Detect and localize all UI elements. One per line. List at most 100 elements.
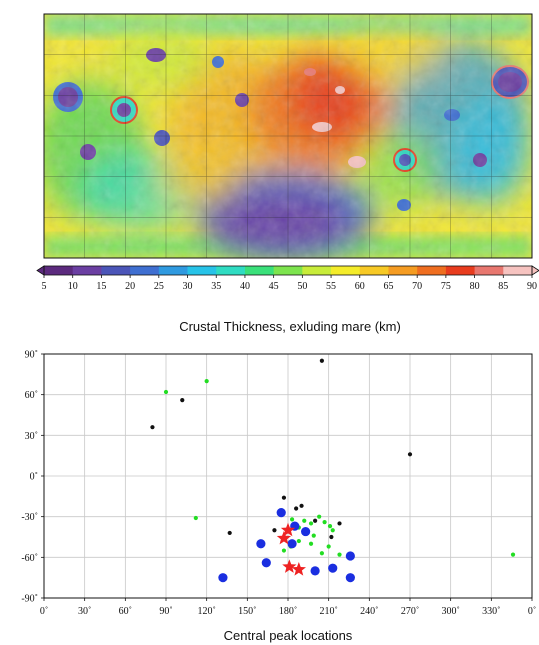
colorbar-ticks: 5 10 15 20 25 30 35 40 45 50 55 60 65 70 75 80 85 90 xyxy=(42,275,537,292)
data-point-large xyxy=(218,573,228,583)
data-point-small xyxy=(289,517,295,522)
x-tick-label: 240˚ xyxy=(360,606,378,617)
data-point-small xyxy=(337,552,342,557)
data-point-star xyxy=(282,559,297,573)
colorbar-tick-label: 50 xyxy=(297,281,307,292)
colorbar-label: Crustal Thickness, exluding mare (km) xyxy=(179,319,401,334)
colorbar-tick-label: 20 xyxy=(125,281,135,292)
colorbar-tick-label: 25 xyxy=(154,281,164,292)
y-tick-label: -30˚ xyxy=(21,512,38,523)
data-point-small xyxy=(330,528,335,533)
data-point-small xyxy=(150,425,155,430)
data-point-small xyxy=(311,533,316,538)
colorbar-frame xyxy=(43,265,533,276)
x-axis-label: Central peak locations xyxy=(224,628,353,643)
colorbar-segment xyxy=(130,266,160,275)
colorbar-tick-label: 5 xyxy=(42,281,47,292)
y-axis-ticks: 90˚ 60˚ 30˚ 0˚ -30˚ -60˚ -90˚ xyxy=(21,350,44,605)
colorbar-tick-label: 90 xyxy=(527,281,537,292)
data-point-small xyxy=(180,397,185,403)
colorbar-tick-label: 60 xyxy=(355,281,365,292)
colorbar-segment xyxy=(474,266,504,275)
y-tick-label: 30˚ xyxy=(25,431,38,442)
x-tick-label: 210˚ xyxy=(319,606,337,617)
data-point-small xyxy=(407,452,413,457)
data-point-large xyxy=(256,539,266,549)
colorbar-segment xyxy=(503,266,533,275)
colorbar-tick-label: 40 xyxy=(240,281,250,292)
data-points xyxy=(150,358,516,583)
colorbar-tick-label: 85 xyxy=(498,281,508,292)
x-tick-label: 90˚ xyxy=(159,606,172,617)
data-point-large xyxy=(328,563,338,573)
x-tick-label: 270˚ xyxy=(401,606,419,617)
y-tick-label: 60˚ xyxy=(25,390,38,401)
x-tick-label: 150˚ xyxy=(238,606,256,617)
data-point-large xyxy=(287,539,297,549)
map-graticule xyxy=(44,14,532,258)
colorbar-segment xyxy=(359,266,389,275)
x-tick-label: 180˚ xyxy=(279,606,297,617)
x-axis-ticks: 0˚ 30˚ 60˚ 90˚ 120˚ 150˚ 180˚ 210˚ 240˚ 270˚ 300˚ 3… xyxy=(40,598,536,617)
data-point-small xyxy=(326,544,331,549)
colorbar-tick-label: 80 xyxy=(470,281,480,292)
y-tick-label: 0˚ xyxy=(30,472,38,483)
data-point-small xyxy=(322,519,327,525)
x-tick-label: 60˚ xyxy=(119,606,132,617)
data-point-small xyxy=(227,530,232,536)
colorbar-segment xyxy=(216,266,246,275)
data-point-large xyxy=(310,566,320,576)
crustal-thickness-map xyxy=(43,13,533,259)
colorbar-segment xyxy=(158,266,188,275)
colorbar: 5 10 15 20 25 30 35 40 45 50 55 60 65 70 75 80 85 90 Crus… xyxy=(36,265,539,334)
colorbar-tick-label: 55 xyxy=(326,281,336,292)
colorbar-segment xyxy=(388,266,418,275)
data-point-small xyxy=(308,541,314,546)
x-tick-label: 0˚ xyxy=(40,606,48,617)
colorbar-high-arrow xyxy=(531,265,539,276)
data-point-star xyxy=(291,562,306,576)
colorbar-segment xyxy=(273,266,303,275)
data-point-small xyxy=(327,524,333,529)
data-point-large xyxy=(345,551,355,561)
data-point-small xyxy=(510,552,516,557)
data-point-star xyxy=(280,522,296,537)
data-point-large xyxy=(261,558,271,568)
x-tick-label: 300˚ xyxy=(441,606,459,617)
x-tick-label: 120˚ xyxy=(197,606,215,617)
colorbar-tick-label: 15 xyxy=(96,281,106,292)
data-point-small xyxy=(272,528,277,533)
colorbar-segment xyxy=(445,266,475,275)
colorbar-low-arrow xyxy=(36,265,45,276)
colorbar-segment xyxy=(72,266,102,275)
colorbar-segment xyxy=(302,266,332,275)
colorbar-segment xyxy=(44,266,74,275)
data-point-small xyxy=(319,551,324,556)
data-point-small xyxy=(308,521,314,526)
data-point-small xyxy=(337,521,342,526)
data-point-small xyxy=(281,548,287,553)
data-point-small xyxy=(299,503,304,508)
colorbar-tick-label: 35 xyxy=(211,281,221,292)
colorbar-segment xyxy=(331,266,361,275)
x-tick-label: 330˚ xyxy=(482,606,500,617)
colorbar-tick-label: 10 xyxy=(68,281,78,292)
data-point-small xyxy=(163,389,169,395)
colorbar-segment xyxy=(101,266,131,275)
data-point-small xyxy=(281,495,287,500)
data-point-small xyxy=(294,506,299,511)
y-tick-label: -90˚ xyxy=(21,594,38,605)
x-tick-label: 0˚ xyxy=(528,606,536,617)
data-point-large xyxy=(301,526,311,537)
plot-grid xyxy=(44,354,532,598)
colorbar-segment xyxy=(187,266,217,275)
data-point-small xyxy=(329,534,334,540)
data-point-small xyxy=(317,514,322,519)
colorbar-tick-label: 70 xyxy=(412,281,422,292)
data-point-small xyxy=(302,518,307,523)
central-peak-scatter-plot: 0˚ 30˚ 60˚ 90˚ 120˚ 150˚ 180˚ 210˚ 240˚ 270˚ 300˚ 3… xyxy=(21,350,536,644)
x-tick-label: 30˚ xyxy=(78,606,91,617)
data-point-small xyxy=(204,379,209,384)
y-tick-label: -60˚ xyxy=(21,553,38,564)
